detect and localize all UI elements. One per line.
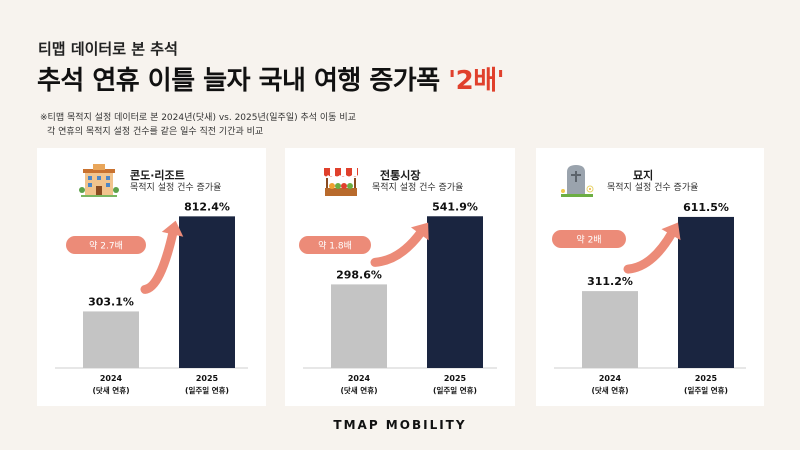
gravestone-icon [557, 162, 597, 198]
resort-building-icon [79, 162, 119, 198]
arrow-head [661, 222, 681, 241]
arrow-head [161, 220, 184, 237]
multiplier-pill [299, 236, 371, 254]
x-tick-label: 2025 [695, 374, 718, 383]
bar-2025 [678, 216, 734, 368]
arrow-head [410, 222, 429, 241]
bar-2025 [427, 216, 483, 368]
card-title: 콘도·리조트 [130, 169, 185, 182]
card-description: 목적지 설정 건수 증가율 [130, 183, 222, 193]
growth-arrow-icon [140, 220, 184, 294]
x-tick-sublabel: (닷새 연휴) [340, 385, 377, 395]
growth-arrow-icon [370, 222, 429, 267]
x-tick-sublabel: (일주일 연휴) [185, 385, 229, 395]
multiplier-pill [552, 230, 626, 248]
chart-card-market: 전통시장 목적지 설정 건수 증가율 298.6% 2024 (닷새 연휴) 541.… [285, 148, 515, 406]
page-subtitle: 티맵 데이터로 본 추석 [38, 40, 178, 58]
x-tick-sublabel: (일주일 연휴) [684, 385, 728, 395]
bar-chart-market: 298.6% 2024 (닷새 연휴) 541.9% 2025 (일주일 연휴) 약 1.8… [299, 200, 497, 395]
x-tick-label: 2024 [599, 374, 622, 383]
card-title: 묘지 [633, 169, 654, 182]
bar-value-label: 541.9% [432, 200, 478, 213]
bar-2024 [331, 284, 387, 368]
arrow-shaft [140, 227, 178, 294]
title-main: 추석 연휴 이틀 늘자 국내 여행 증가폭 [37, 66, 449, 96]
note-line-2: 각 연휴의 목적지 설정 건수를 같은 일수 직전 기간과 비교 [47, 127, 264, 137]
bar-2024 [83, 311, 139, 368]
arrow-shaft [623, 228, 677, 274]
chart-card-resort: 콘도·리조트 목적지 설정 건수 증가율 303.1% 2024 (닷새 연휴) 81… [37, 148, 266, 406]
bar-value-label: 303.1% [88, 295, 134, 308]
arrow-shaft [370, 227, 426, 267]
market-stall-icon [321, 162, 361, 198]
x-tick-sublabel: (일주일 연휴) [433, 385, 477, 395]
bar-2025 [179, 216, 235, 368]
bar-value-label: 298.6% [336, 268, 382, 281]
growth-arrow-icon [623, 222, 681, 274]
bar-chart-resort: 303.1% 2024 (닷새 연휴) 812.4% 2025 (일주일 연휴) 약 2.7… [55, 200, 248, 395]
multiplier-pill [66, 236, 146, 254]
x-tick-label: 2024 [348, 374, 371, 383]
bar-value-label: 311.2% [587, 275, 633, 288]
multiplier-label: 약 1.8배 [318, 240, 352, 252]
multiplier-label: 약 2.7배 [89, 240, 123, 252]
bar-2024 [582, 291, 638, 368]
card-description: 목적지 설정 건수 증가율 [607, 183, 699, 193]
x-tick-label: 2025 [444, 374, 467, 383]
page-title: 추석 연휴 이틀 늘자 국내 여행 증가폭 '2배' [37, 60, 505, 97]
card-description: 목적지 설정 건수 증가율 [372, 183, 464, 193]
x-tick-sublabel: (닷새 연휴) [92, 385, 129, 395]
multiplier-label: 약 2배 [576, 234, 601, 246]
card-title: 전통시장 [380, 169, 421, 182]
x-tick-label: 2025 [196, 374, 219, 383]
chart-card-cemetery: 묘지 목적지 설정 건수 증가율 311.2% 2024 (닷새 연휴) 611.5%… [536, 148, 764, 406]
company-logo: TMAP MOBILITY [333, 418, 467, 432]
bar-value-label: 812.4% [184, 200, 230, 213]
x-tick-sublabel: (닷새 연휴) [591, 385, 628, 395]
bar-chart-cemetery: 311.2% 2024 (닷새 연휴) 611.5% 2025 (일주일 연휴) 약 2배 [552, 201, 746, 395]
bar-value-label: 611.5% [683, 201, 729, 214]
note-line-1: ※티맵 목적지 설정 데이터로 본 2024년(닷새) vs. 2025년(일주… [40, 113, 356, 123]
x-tick-label: 2024 [100, 374, 123, 383]
title-accent: '2배' [448, 66, 505, 96]
